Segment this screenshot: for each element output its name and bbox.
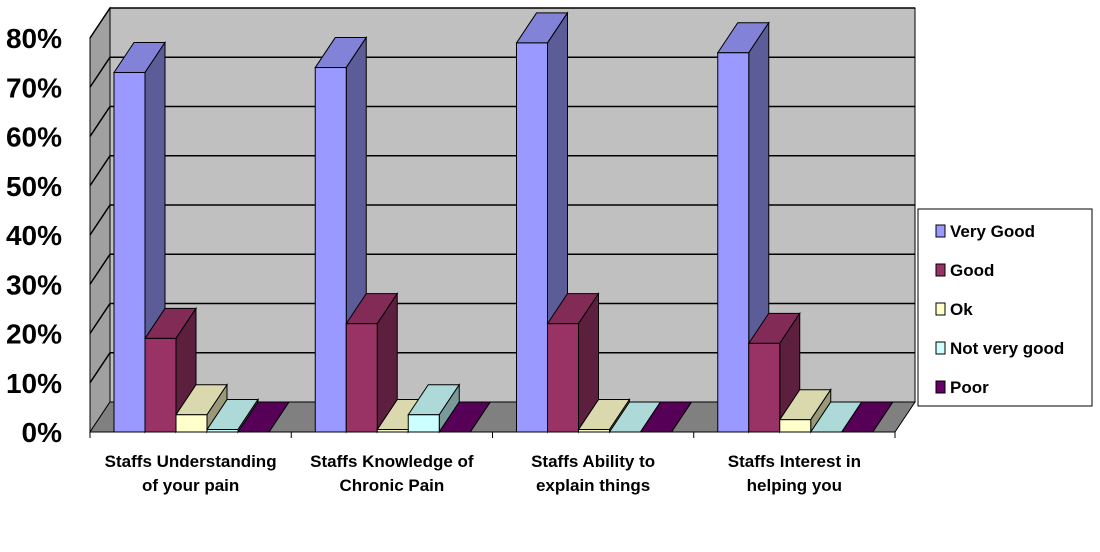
category-label: Staffs Interest in helping you [728, 452, 861, 495]
category-label-line: Chronic Pain [339, 476, 444, 495]
bar-front-face [345, 323, 378, 433]
bar-front-face [516, 42, 548, 433]
bar-front-face [376, 429, 409, 433]
bar-front-face [547, 323, 579, 433]
y-axis-tick-labels: 0% 10% 20% 30% 40% 50% 60% 70% 80% [6, 23, 62, 448]
legend-swatch [935, 380, 946, 394]
legend-box [917, 208, 1093, 407]
bar-side-face [268, 401, 290, 433]
gridline [89, 155, 915, 187]
y-tick-label: 30% [6, 269, 62, 300]
legend-swatch [935, 224, 946, 238]
category-label-line: Staffs Ability to [531, 452, 655, 471]
category-label-line: Staffs Understanding [105, 452, 277, 471]
gridline [89, 352, 915, 384]
y-tick-label: 50% [6, 171, 62, 202]
bar [840, 401, 894, 433]
bar-front-face [113, 71, 146, 433]
bar-front-face [779, 419, 812, 433]
x-axis-category-labels: Staffs Understanding of your pain Staffs K… [89, 432, 896, 495]
y-tick-label: 80% [6, 23, 62, 54]
legend-label: Not very good [950, 339, 1064, 358]
bar [237, 401, 290, 433]
y-tick-label: 70% [6, 72, 62, 103]
bar [778, 388, 832, 434]
bar [546, 291, 600, 434]
bar [113, 40, 166, 434]
bar [639, 401, 693, 433]
bar [345, 291, 399, 434]
bar-front-face [175, 414, 208, 433]
bar-front-face [314, 67, 347, 433]
legend-label: Good [950, 261, 994, 280]
gridline [89, 253, 915, 285]
legend-swatch [935, 341, 946, 355]
legend-label: Very Good [950, 222, 1035, 241]
category-label-line: explain things [536, 476, 650, 495]
bar-side-face [872, 401, 894, 433]
category-label-line: of your pain [142, 476, 239, 495]
bar-front-face [206, 429, 239, 433]
category-label-line: helping you [747, 476, 842, 495]
y-tick-label: 10% [6, 368, 62, 399]
legend: Very Good Good Ok Not very good Poor [917, 208, 1093, 407]
bar [716, 21, 770, 434]
bar [314, 35, 368, 434]
legend-swatch [935, 302, 946, 316]
legend-label: Ok [950, 300, 973, 319]
bar [175, 383, 228, 434]
bar-front-face [717, 52, 750, 433]
bar-front-face [407, 414, 440, 433]
legend-swatch [935, 263, 946, 277]
gridline [89, 7, 915, 39]
gridline [89, 204, 915, 236]
category-label: Staffs Understanding of your pain [105, 452, 277, 495]
gridline [89, 302, 915, 334]
y-tick-label: 40% [6, 220, 62, 251]
category-label: Staffs Ability to explain things [531, 452, 655, 495]
bar-front-face [748, 342, 781, 433]
bar-side-face [671, 401, 692, 433]
bar-front-face [144, 337, 177, 433]
gridline [89, 56, 915, 88]
category-label: Staffs Knowledge of Chronic Pain [310, 452, 474, 495]
category-label-line: Staffs Interest in [728, 452, 861, 471]
bar-front-face [578, 429, 610, 433]
legend-label: Poor [950, 378, 989, 397]
y-tick-label: 0% [22, 417, 63, 448]
y-tick-label: 60% [6, 122, 62, 153]
bar [438, 401, 492, 433]
category-label-line: Staffs Knowledge of [310, 452, 474, 471]
gridline [89, 105, 915, 137]
bars [113, 11, 894, 434]
bar-side-face [469, 401, 491, 433]
gridlines [89, 7, 915, 384]
y-tick-label: 20% [6, 319, 62, 350]
